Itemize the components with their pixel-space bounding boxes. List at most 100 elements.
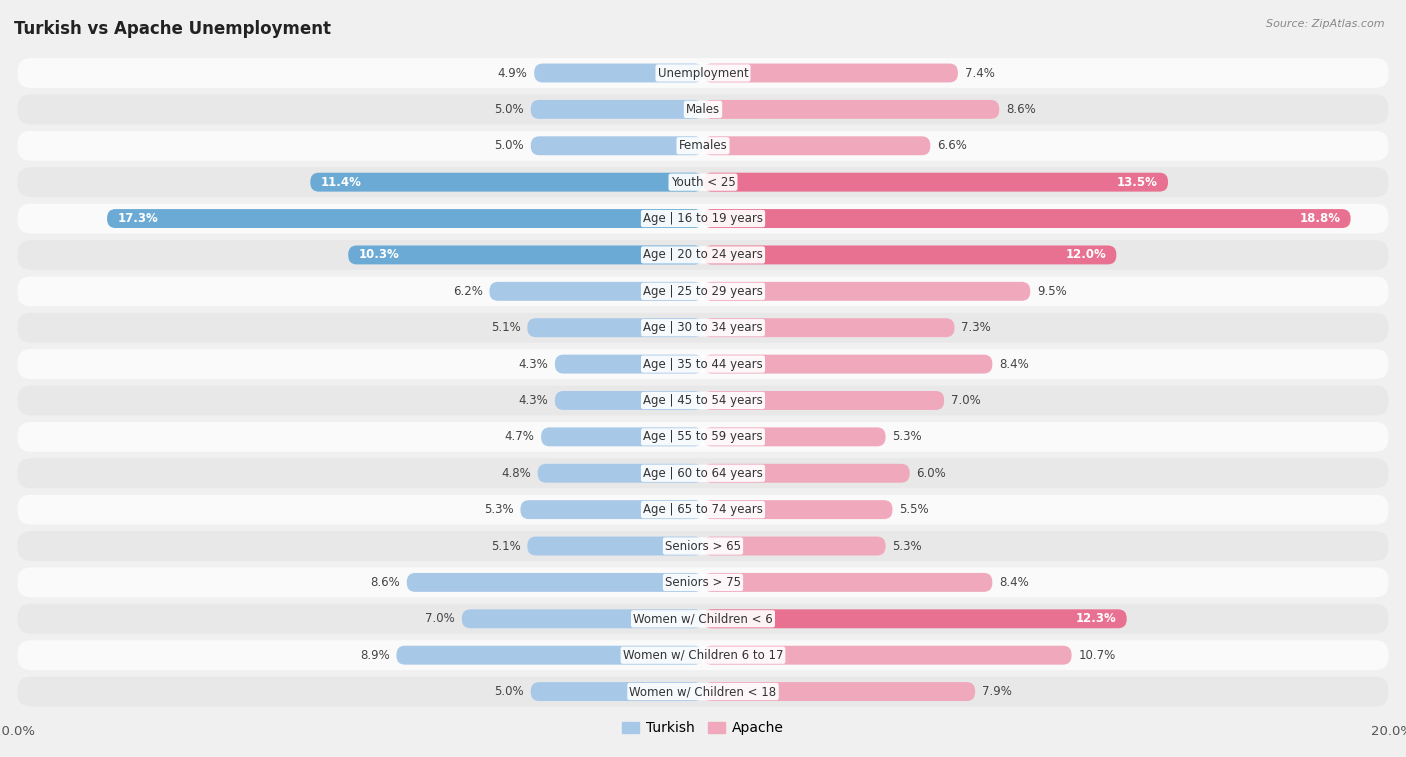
FancyBboxPatch shape: [17, 276, 1389, 307]
FancyBboxPatch shape: [17, 313, 1389, 343]
Text: 7.0%: 7.0%: [425, 612, 456, 625]
Text: 5.0%: 5.0%: [495, 685, 524, 698]
Text: 10.3%: 10.3%: [359, 248, 399, 261]
FancyBboxPatch shape: [703, 391, 945, 410]
FancyBboxPatch shape: [17, 640, 1389, 670]
FancyBboxPatch shape: [703, 282, 1031, 301]
Text: 4.9%: 4.9%: [498, 67, 527, 79]
Text: 9.5%: 9.5%: [1038, 285, 1067, 298]
FancyBboxPatch shape: [107, 209, 703, 228]
Text: 4.8%: 4.8%: [501, 467, 531, 480]
FancyBboxPatch shape: [17, 95, 1389, 124]
FancyBboxPatch shape: [461, 609, 703, 628]
FancyBboxPatch shape: [17, 531, 1389, 561]
FancyBboxPatch shape: [17, 568, 1389, 597]
Text: Males: Males: [686, 103, 720, 116]
Text: 18.8%: 18.8%: [1299, 212, 1340, 225]
Text: Age | 30 to 34 years: Age | 30 to 34 years: [643, 321, 763, 334]
FancyBboxPatch shape: [703, 682, 976, 701]
FancyBboxPatch shape: [703, 245, 1116, 264]
Text: 12.3%: 12.3%: [1076, 612, 1116, 625]
FancyBboxPatch shape: [17, 495, 1389, 525]
FancyBboxPatch shape: [520, 500, 703, 519]
Text: 5.1%: 5.1%: [491, 540, 520, 553]
FancyBboxPatch shape: [534, 64, 703, 83]
Text: 7.0%: 7.0%: [950, 394, 981, 407]
Text: 5.5%: 5.5%: [900, 503, 929, 516]
FancyBboxPatch shape: [703, 537, 886, 556]
Text: 8.6%: 8.6%: [1007, 103, 1036, 116]
Text: 17.3%: 17.3%: [117, 212, 157, 225]
FancyBboxPatch shape: [311, 173, 703, 192]
Text: 5.3%: 5.3%: [893, 431, 922, 444]
Text: 8.4%: 8.4%: [1000, 576, 1029, 589]
Text: 6.0%: 6.0%: [917, 467, 946, 480]
FancyBboxPatch shape: [17, 131, 1389, 160]
Text: 6.6%: 6.6%: [938, 139, 967, 152]
FancyBboxPatch shape: [17, 677, 1389, 706]
FancyBboxPatch shape: [703, 209, 1351, 228]
Text: Seniors > 65: Seniors > 65: [665, 540, 741, 553]
FancyBboxPatch shape: [17, 458, 1389, 488]
Text: Seniors > 75: Seniors > 75: [665, 576, 741, 589]
Text: 5.3%: 5.3%: [893, 540, 922, 553]
Text: 13.5%: 13.5%: [1116, 176, 1157, 188]
FancyBboxPatch shape: [703, 464, 910, 483]
Text: Age | 35 to 44 years: Age | 35 to 44 years: [643, 357, 763, 371]
Text: Turkish vs Apache Unemployment: Turkish vs Apache Unemployment: [14, 20, 330, 38]
FancyBboxPatch shape: [17, 204, 1389, 233]
FancyBboxPatch shape: [17, 385, 1389, 416]
Text: 4.3%: 4.3%: [519, 394, 548, 407]
FancyBboxPatch shape: [555, 391, 703, 410]
Text: 5.1%: 5.1%: [491, 321, 520, 334]
Text: 8.6%: 8.6%: [370, 576, 399, 589]
Text: 8.4%: 8.4%: [1000, 357, 1029, 371]
FancyBboxPatch shape: [17, 422, 1389, 452]
Text: 5.0%: 5.0%: [495, 103, 524, 116]
Text: 4.3%: 4.3%: [519, 357, 548, 371]
FancyBboxPatch shape: [703, 428, 886, 447]
Text: 11.4%: 11.4%: [321, 176, 361, 188]
Text: 4.7%: 4.7%: [505, 431, 534, 444]
FancyBboxPatch shape: [531, 682, 703, 701]
Text: Source: ZipAtlas.com: Source: ZipAtlas.com: [1267, 19, 1385, 29]
FancyBboxPatch shape: [703, 64, 957, 83]
FancyBboxPatch shape: [527, 537, 703, 556]
FancyBboxPatch shape: [703, 100, 1000, 119]
FancyBboxPatch shape: [406, 573, 703, 592]
Text: Women w/ Children < 18: Women w/ Children < 18: [630, 685, 776, 698]
Text: 7.3%: 7.3%: [962, 321, 991, 334]
Legend: Turkish, Apache: Turkish, Apache: [617, 716, 789, 741]
FancyBboxPatch shape: [489, 282, 703, 301]
FancyBboxPatch shape: [555, 354, 703, 373]
Text: Women w/ Children 6 to 17: Women w/ Children 6 to 17: [623, 649, 783, 662]
Text: Age | 20 to 24 years: Age | 20 to 24 years: [643, 248, 763, 261]
FancyBboxPatch shape: [703, 136, 931, 155]
FancyBboxPatch shape: [703, 354, 993, 373]
Text: Age | 65 to 74 years: Age | 65 to 74 years: [643, 503, 763, 516]
FancyBboxPatch shape: [537, 464, 703, 483]
FancyBboxPatch shape: [17, 240, 1389, 269]
FancyBboxPatch shape: [541, 428, 703, 447]
Text: Age | 45 to 54 years: Age | 45 to 54 years: [643, 394, 763, 407]
Text: Age | 60 to 64 years: Age | 60 to 64 years: [643, 467, 763, 480]
FancyBboxPatch shape: [527, 318, 703, 337]
FancyBboxPatch shape: [17, 58, 1389, 88]
Text: 8.9%: 8.9%: [360, 649, 389, 662]
Text: Females: Females: [679, 139, 727, 152]
FancyBboxPatch shape: [396, 646, 703, 665]
Text: 7.9%: 7.9%: [981, 685, 1012, 698]
FancyBboxPatch shape: [531, 136, 703, 155]
FancyBboxPatch shape: [17, 604, 1389, 634]
Text: Youth < 25: Youth < 25: [671, 176, 735, 188]
FancyBboxPatch shape: [703, 173, 1168, 192]
FancyBboxPatch shape: [703, 500, 893, 519]
FancyBboxPatch shape: [703, 318, 955, 337]
FancyBboxPatch shape: [17, 167, 1389, 197]
Text: 5.0%: 5.0%: [495, 139, 524, 152]
FancyBboxPatch shape: [703, 646, 1071, 665]
Text: Age | 16 to 19 years: Age | 16 to 19 years: [643, 212, 763, 225]
Text: Age | 25 to 29 years: Age | 25 to 29 years: [643, 285, 763, 298]
Text: 6.2%: 6.2%: [453, 285, 482, 298]
Text: 7.4%: 7.4%: [965, 67, 994, 79]
